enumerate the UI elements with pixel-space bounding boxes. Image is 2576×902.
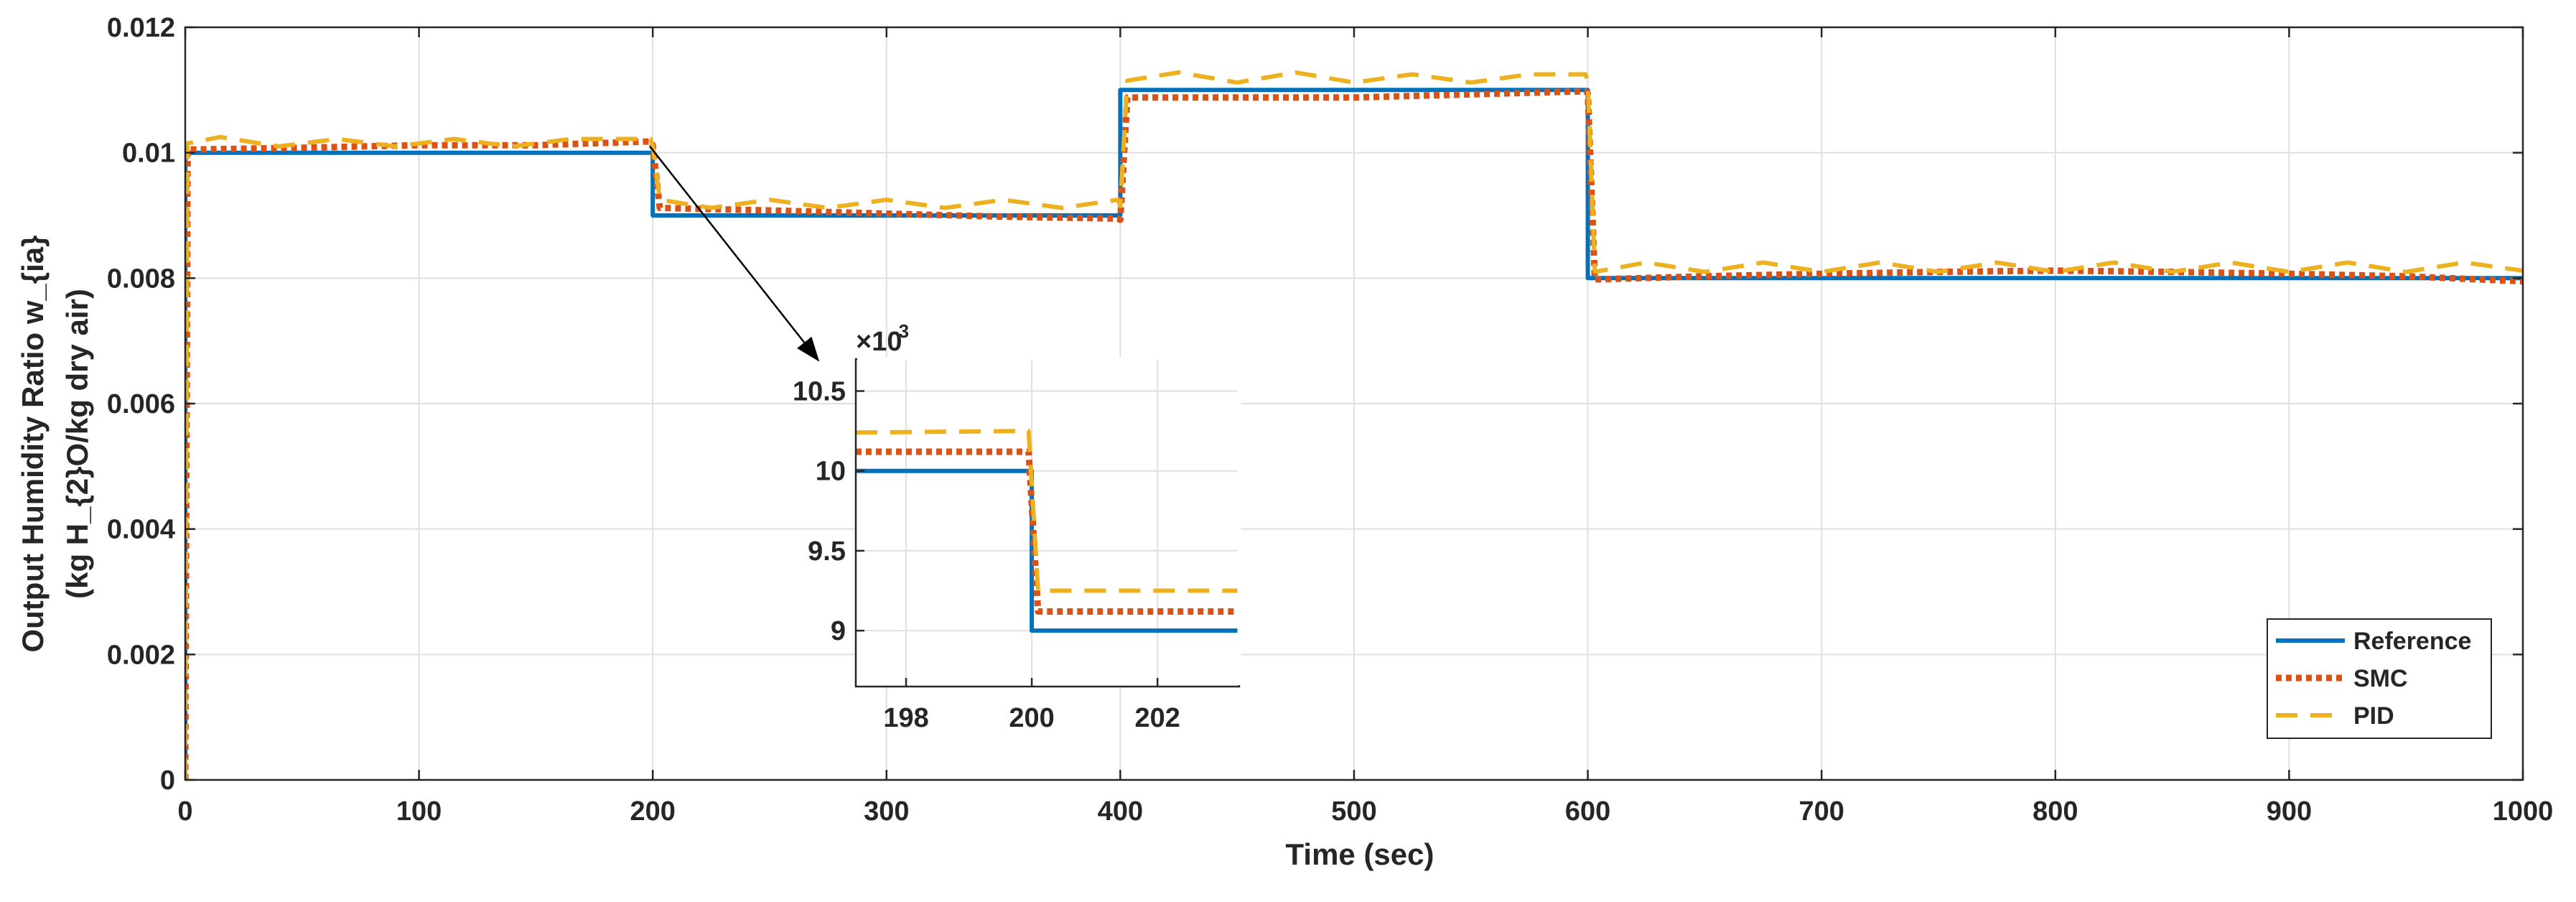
legend-label-pid: PID — [2353, 702, 2394, 730]
y-tick-label: 10.5 — [793, 376, 846, 406]
series-line-smc — [185, 88, 2523, 781]
y-tick-label: 0.004 — [107, 515, 175, 545]
x-tick-label: 700 — [1798, 796, 1844, 827]
x-tick-label: 200 — [630, 796, 675, 827]
y-axis-label-line-1: Output Humidity Ratio w_{ia} — [16, 235, 50, 652]
x-axis-label: Time (sec) — [1286, 837, 1434, 871]
zoom-arrow — [649, 146, 820, 362]
x-tick-label: 800 — [2033, 796, 2078, 827]
x-tick-label: 400 — [1098, 796, 1143, 827]
series-line-reference — [185, 88, 2523, 780]
x-tick-label: 300 — [864, 796, 909, 827]
x-tick-label: 198 — [883, 703, 928, 733]
series-group — [185, 70, 2523, 781]
x-tick-label: 1000 — [2493, 796, 2554, 827]
series-line-pid — [185, 70, 2523, 781]
y-tick-label: 10 — [816, 457, 846, 487]
y-axis-label: Output Humidity Ratio w_{ia} (kg H_{2}O/… — [16, 235, 94, 652]
y-tick-label: 0.006 — [107, 389, 175, 419]
main-chart: 0 100 200 300 400 500 600 700 800 900 1000 0 0.002 0.… — [107, 13, 2553, 827]
plot-area — [856, 359, 1239, 687]
y-tick-label: 0.002 — [107, 640, 175, 670]
legend-label-reference: Reference — [2353, 628, 2471, 655]
y-tick-label: 0.008 — [107, 264, 175, 294]
series-group — [856, 429, 1239, 633]
x-tick-label: 202 — [1134, 703, 1180, 733]
inset-exponent-value: -3 — [892, 320, 909, 342]
y-axis-label-line-2: (kg H_{2}O/kg dry air) — [60, 289, 94, 599]
x-tick-label: 0 — [177, 796, 192, 827]
x-tick-label: 900 — [2267, 796, 2312, 827]
inset-zoom-chart: 198 200 202 9 9.5 10 10.5 ×10-3 — [793, 320, 1241, 733]
y-tick-label: 0.012 — [107, 13, 175, 43]
series-line-pid — [856, 429, 1239, 593]
y-tick-label: 9.5 — [808, 536, 846, 567]
y-tick-label: 0.01 — [122, 139, 175, 169]
series-line-smc — [856, 448, 1239, 615]
inset-exponent-label: ×10 — [856, 327, 902, 357]
x-tick-label: 200 — [1009, 703, 1054, 733]
x-tick-label: 600 — [1565, 796, 1610, 827]
y-tick-label: 9 — [831, 616, 846, 646]
x-tick-label: 500 — [1331, 796, 1376, 827]
y-tick-label: 0 — [160, 766, 175, 796]
x-tick-label: 100 — [396, 796, 442, 827]
legend-label-smc: SMC — [2353, 665, 2408, 692]
legend: Reference SMC PID — [2267, 618, 2492, 739]
